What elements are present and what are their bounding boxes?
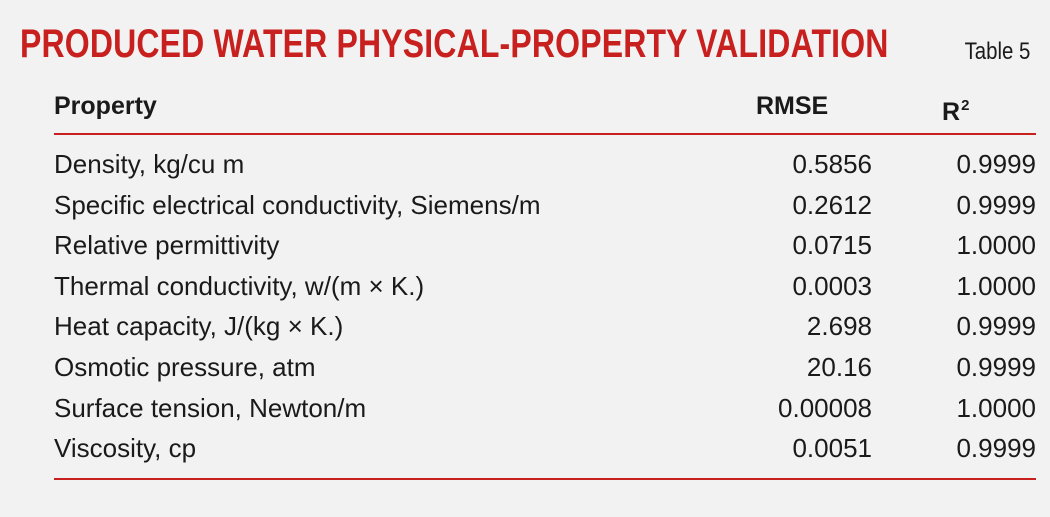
table-body: Density, kg/cu m 0.5856 0.9999 Specific … [54, 144, 1036, 469]
column-header-property: Property [54, 92, 157, 120]
r2-cell: 0.9999 [956, 351, 1036, 382]
table-row: Specific electrical conductivity, Siemen… [54, 185, 1036, 226]
header-divider [54, 133, 1036, 135]
table-bottom-divider [54, 478, 1036, 480]
rmse-cell: 0.5856 [792, 149, 872, 179]
table-row: Surface tension, Newton/m 0.00008 1.0000 [54, 388, 1036, 429]
r2-base: R [942, 98, 961, 126]
table-row: Relative permittivity 0.0715 1.0000 [54, 225, 1036, 266]
rmse-cell: 0.2612 [792, 189, 872, 220]
r2-cell: 1.0000 [956, 230, 1036, 261]
property-cell: Density, kg/cu m [54, 149, 245, 179]
r2-superscript: 2 [961, 97, 970, 114]
property-cell: Heat capacity, J/(kg × K.) [54, 311, 344, 342]
table-row: Viscosity, cp 0.0051 0.9999 [54, 428, 1036, 469]
property-cell: Relative permittivity [54, 230, 280, 261]
property-cell: Osmotic pressure, atm [54, 351, 316, 382]
property-cell: Specific electrical conductivity, Siemen… [54, 189, 541, 220]
table-row: Thermal conductivity, w/(m × K.) 0.0003 … [54, 266, 1036, 307]
rmse-cell: 0.00008 [778, 392, 872, 423]
table-row: Density, kg/cu m 0.5856 0.9999 [54, 144, 1036, 185]
property-cell: Viscosity, cp [54, 433, 197, 464]
rmse-cell: 0.0003 [792, 270, 872, 301]
title-row: PRODUCED WATER PHYSICAL-PROPERTY VALIDAT… [20, 14, 1030, 74]
property-cell: Surface tension, Newton/m [54, 392, 367, 423]
rmse-cell: 2.698 [806, 311, 872, 342]
r2-cell: 1.0000 [956, 392, 1036, 423]
rmse-cell: 0.0051 [792, 433, 872, 464]
r2-cell: 1.0000 [956, 270, 1036, 301]
table-number-label: Table 5 [964, 38, 1030, 65]
column-header-r2: R2 [942, 88, 969, 130]
r2-cell: 0.9999 [956, 189, 1036, 220]
table-header: Property RMSE R2 [54, 88, 1034, 126]
table-row: Osmotic pressure, atm 20.16 0.9999 [54, 347, 1036, 388]
table-row: Heat capacity, J/(kg × K.) 2.698 0.9999 [54, 306, 1036, 347]
r2-cell: 0.9999 [956, 311, 1036, 342]
rmse-cell: 20.16 [806, 351, 872, 382]
property-cell: Thermal conductivity, w/(m × K.) [54, 270, 425, 301]
rmse-cell: 0.0715 [792, 230, 872, 261]
r2-cell: 0.9999 [956, 149, 1036, 179]
r2-cell: 0.9999 [956, 433, 1036, 464]
table-title: PRODUCED WATER PHYSICAL-PROPERTY VALIDAT… [20, 22, 889, 66]
column-header-rmse: RMSE [756, 92, 829, 120]
